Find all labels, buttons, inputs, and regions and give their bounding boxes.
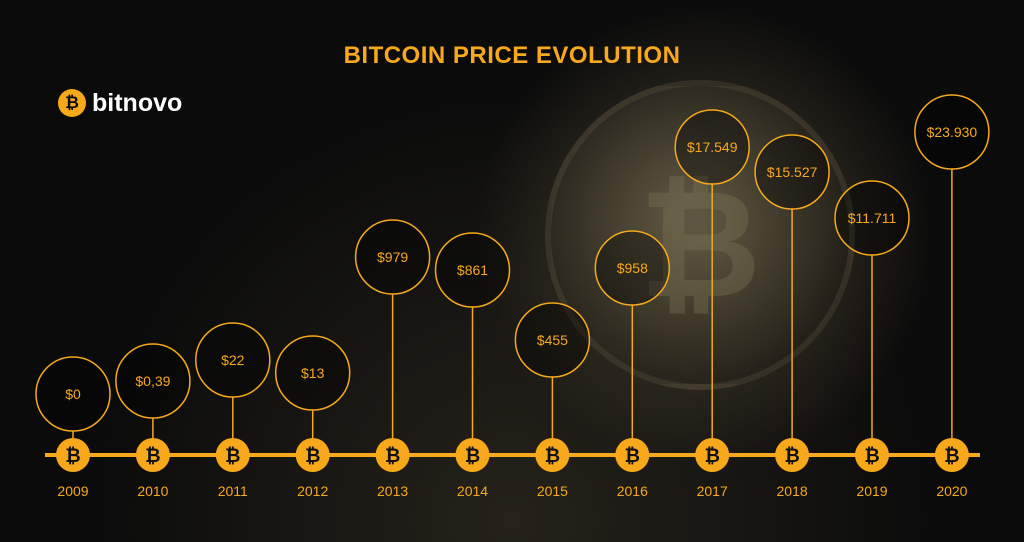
bitcoin-icon-glyph: ₿	[704, 445, 719, 467]
bitcoin-icon	[295, 438, 330, 472]
price-label-2019: $11.711	[848, 210, 897, 226]
bitcoin-icon-glyph: ₿	[145, 445, 160, 467]
bitcoin-icon-glyph: ₿	[225, 445, 240, 467]
price-bubble-2016	[594, 230, 671, 306]
price-bubble-2014	[434, 232, 511, 308]
price-bubble-2019	[834, 180, 910, 256]
price-label-2018: $15.527	[767, 164, 818, 180]
price-bubble-2012	[274, 335, 351, 411]
price-label-2012: $13	[301, 365, 325, 381]
bitcoin-icon-glyph: ₿	[385, 445, 400, 467]
year-label-2019: 2019	[856, 483, 887, 499]
price-bubble-2009	[35, 356, 111, 432]
year-label-2012: 2012	[297, 483, 328, 499]
bitcoin-icon	[615, 438, 650, 472]
price-bubble-2010	[115, 343, 191, 419]
price-bubble-2017	[674, 109, 750, 185]
bitcoin-icon	[535, 438, 570, 472]
bitcoin-icon-glyph: ₿	[65, 445, 80, 467]
year-label-2009: 2009	[57, 483, 88, 499]
bitcoin-icon-glyph: ₿	[784, 445, 799, 467]
price-bubble-2018	[754, 134, 830, 210]
chart-title: BITCOIN PRICE EVOLUTION	[343, 42, 681, 69]
price-label-2011: $22	[221, 352, 245, 368]
bitcoin-icon-glyph: ₿	[305, 445, 320, 467]
bitcoin-icon	[375, 438, 410, 472]
year-label-2011: 2011	[218, 483, 248, 499]
bitcoin-icon-glyph: ₿	[465, 445, 480, 467]
bitcoin-icon-glyph: ₿	[944, 445, 959, 467]
bitcoin-icon-glyph: ₿	[545, 445, 560, 467]
price-label-2015: $455	[537, 332, 568, 348]
bitcoin-coin-background-image: ₿	[545, 80, 855, 390]
year-label-2013: 2013	[377, 483, 408, 499]
price-label-2014: $861	[457, 262, 488, 278]
year-label-2020: 2020	[936, 483, 967, 499]
bitcoin-icon	[855, 438, 889, 472]
price-label-2017: $17.549	[687, 139, 738, 155]
brand-name: bitnovo	[92, 88, 183, 117]
bitcoin-icon-glyph: ₿	[864, 445, 879, 467]
year-label-2016: 2016	[617, 483, 648, 499]
price-bubble-2013	[354, 219, 431, 295]
year-label-2018: 2018	[777, 483, 808, 499]
bitcoin-icon	[775, 438, 810, 472]
year-label-2010: 2010	[137, 483, 168, 499]
price-bubble-2011	[195, 322, 271, 398]
coin-bitcoin-symbol: ₿	[638, 158, 762, 332]
bitcoin-icon	[215, 438, 250, 472]
price-bubble-2015	[514, 302, 591, 378]
bitcoin-icon	[135, 438, 170, 472]
year-label-2017: 2017	[697, 483, 728, 499]
price-bubble-2020	[914, 94, 990, 170]
brand-logo: ₿ bitnovo	[58, 88, 182, 118]
price-label-2010: $0,39	[135, 373, 170, 389]
bitcoin-icon	[934, 438, 969, 472]
year-label-2015: 2015	[537, 483, 568, 499]
bitcoin-icon	[695, 438, 730, 472]
bitcoin-icon: ₿	[58, 89, 86, 117]
bitcoin-icon	[455, 438, 490, 472]
bitcoin-icon	[56, 438, 90, 472]
price-label-2020: $23.930	[927, 124, 978, 140]
year-label-2014: 2014	[457, 483, 488, 499]
bitcoin-icon-glyph: ₿	[625, 445, 640, 467]
price-label-2013: $979	[377, 249, 408, 265]
price-label-2009: $0	[65, 386, 81, 402]
price-label-2016: $958	[617, 260, 648, 276]
